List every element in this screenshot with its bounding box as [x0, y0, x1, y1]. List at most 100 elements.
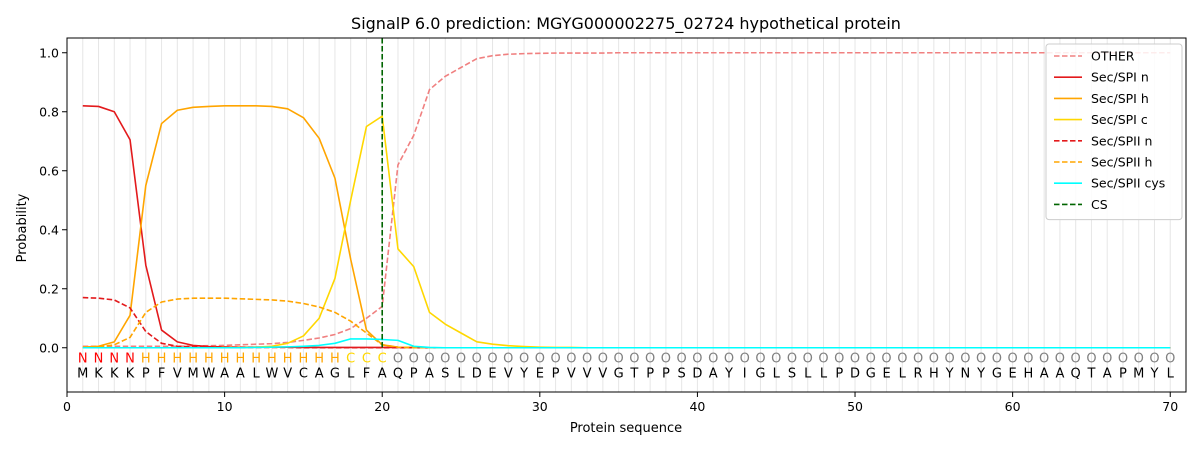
region-label: O	[866, 352, 876, 367]
residue-label: E	[536, 366, 544, 381]
series-line-sec-spii-h	[82, 297, 1171, 349]
residue-label: M	[187, 366, 198, 381]
region-label: O	[803, 352, 813, 367]
x-tick-label: 10	[217, 399, 233, 414]
residue-label: L	[773, 366, 781, 381]
residue-label: E	[1009, 366, 1017, 381]
legend-box	[1045, 43, 1183, 221]
residue-label: W	[202, 366, 215, 381]
legend-label: Sec/SPII n	[1091, 133, 1152, 148]
residue-label: A	[315, 366, 324, 381]
residue-label: T	[1086, 366, 1095, 381]
region-label: N	[78, 352, 88, 367]
region-label: O	[424, 352, 434, 367]
region-label: H	[204, 352, 214, 367]
region-label: O	[897, 352, 907, 367]
x-tick-label: 30	[532, 399, 548, 414]
residue-label: S	[678, 366, 686, 381]
region-label: O	[1102, 352, 1112, 367]
region-label: H	[220, 352, 230, 367]
residue-label: S	[441, 366, 449, 381]
residue-label: D	[472, 366, 482, 381]
residue-label: G	[755, 366, 765, 381]
x-tick-label: 0	[63, 399, 71, 414]
region-label: O	[550, 352, 560, 367]
region-label: C	[362, 352, 371, 367]
residue-label: V	[283, 366, 292, 381]
y-tick-label: 0.8	[39, 104, 59, 119]
region-label: O	[992, 352, 1002, 367]
residue-label: A	[378, 366, 387, 381]
series-line-sec-spi-n	[82, 105, 1171, 349]
residue-label: V	[598, 366, 607, 381]
region-label: O	[1008, 352, 1018, 367]
residue-label: M	[1133, 366, 1144, 381]
region-label: O	[661, 352, 671, 367]
residue-label: F	[363, 366, 370, 381]
region-label: H	[157, 352, 167, 367]
residue-label: F	[158, 366, 165, 381]
residue-label: R	[914, 366, 923, 381]
residue-label: P	[662, 366, 670, 381]
region-label: O	[913, 352, 923, 367]
residue-label: M	[77, 366, 88, 381]
region-label: O	[645, 352, 655, 367]
y-tick-label: 1.0	[39, 45, 59, 60]
region-label: H	[314, 352, 324, 367]
residue-label: H	[1024, 366, 1034, 381]
region-label: H	[235, 352, 245, 367]
region-label: O	[598, 352, 608, 367]
legend-label: Sec/SPII cys	[1091, 176, 1165, 191]
legend: OTHER Sec/SPI n Sec/SPI h Sec/SPI c Sec/SPII…	[1045, 43, 1183, 221]
region-label: N	[94, 352, 104, 367]
region-label: O	[409, 352, 419, 367]
residue-label: Y	[724, 366, 733, 381]
residue-label: G	[992, 366, 1002, 381]
residue-label: L	[1167, 366, 1175, 381]
residue-label: K	[126, 366, 135, 381]
region-label: O	[708, 352, 718, 367]
region-label: O	[1039, 352, 1049, 367]
series-line-other	[82, 51, 1171, 348]
region-label: O	[440, 352, 450, 367]
legend-label: Sec/SPI n	[1091, 70, 1149, 85]
residue-label: L	[899, 366, 907, 381]
region-label: O	[1134, 352, 1144, 367]
residue-label: Y	[519, 366, 528, 381]
region-label: O	[1149, 352, 1159, 367]
residue-label: C	[299, 366, 308, 381]
region-label: O	[850, 352, 860, 367]
region-label: O	[818, 352, 828, 367]
region-label: O	[677, 352, 687, 367]
residue-label: L	[347, 366, 355, 381]
y-tick-label: 0.6	[39, 163, 59, 178]
chart-title: SignalP 6.0 prediction: MGYG000002275_02…	[351, 14, 901, 34]
legend-label: Sec/SPII h	[1091, 155, 1152, 170]
residue-label: A	[1103, 366, 1112, 381]
legend-label: CS	[1091, 197, 1108, 212]
residue-label: T	[629, 366, 638, 381]
residue-label: W	[265, 366, 278, 381]
residue-label: P	[1119, 366, 1127, 381]
legend-label: Sec/SPI c	[1091, 112, 1148, 127]
residue-label: H	[929, 366, 939, 381]
residue-label: A	[220, 366, 229, 381]
legend-label: Sec/SPI h	[1091, 91, 1149, 106]
region-label: O	[472, 352, 482, 367]
residue-label: E	[882, 366, 890, 381]
residue-label: P	[646, 366, 654, 381]
region-label: O	[1071, 352, 1081, 367]
residue-label: N	[960, 366, 970, 381]
residue-label: A	[1055, 366, 1064, 381]
region-label: O	[724, 352, 734, 367]
region-label: O	[771, 352, 781, 367]
y-tick-label: 0.0	[39, 340, 59, 355]
series-line-sec-spi-h	[82, 105, 1171, 349]
region-label: O	[834, 352, 844, 367]
residue-label: S	[788, 366, 796, 381]
region-label: O	[503, 352, 513, 367]
region-label: H	[172, 352, 182, 367]
residue-label: L	[253, 366, 261, 381]
plot-frame	[66, 37, 1187, 393]
region-label: O	[692, 352, 702, 367]
